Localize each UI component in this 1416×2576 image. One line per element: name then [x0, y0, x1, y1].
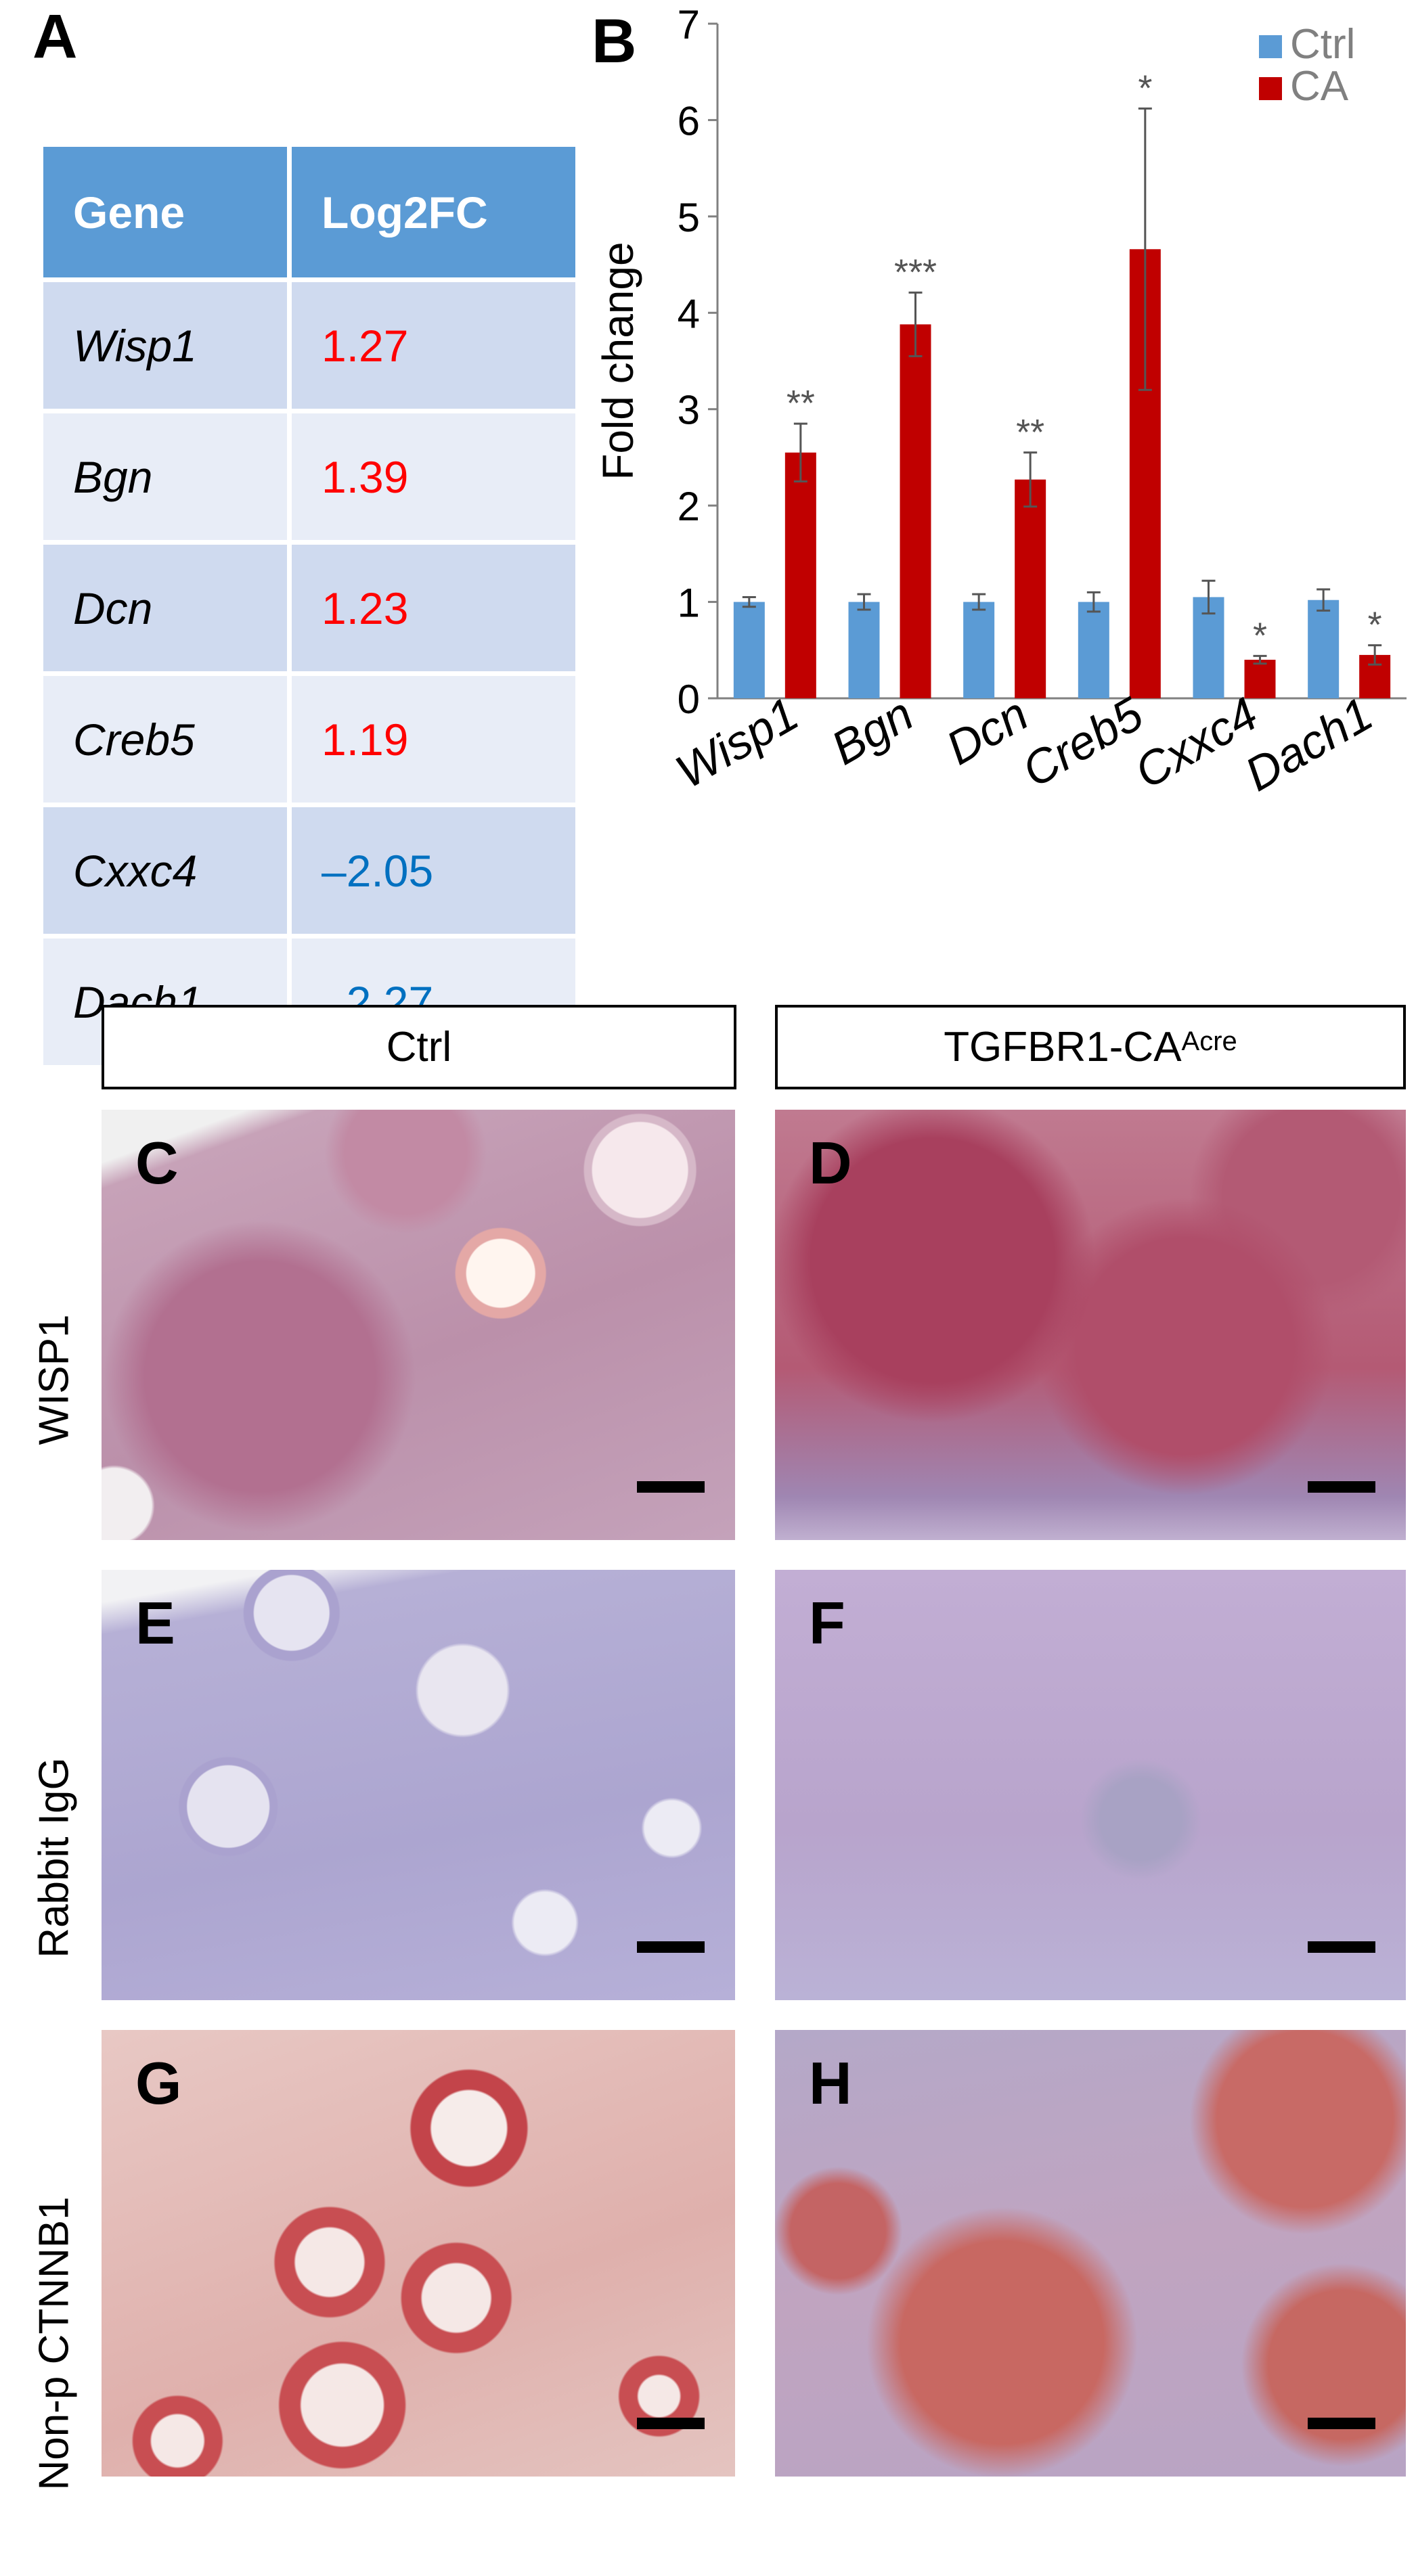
row-label-wisp1: WISP1: [30, 1314, 78, 1445]
col-header-ctrl-label: Ctrl: [386, 1024, 452, 1070]
panel-letter-e: E: [135, 1589, 175, 1656]
gene-name: Cxxc4: [43, 807, 287, 934]
col-header-tgfbr1-sup: Acre: [1181, 1026, 1237, 1056]
significance-label: **: [787, 383, 815, 424]
significance-label: *: [1368, 605, 1382, 646]
header-log2fc: Log2FC: [292, 147, 575, 277]
row-label-rabbit-igg: Rabbit IgG: [30, 1757, 78, 1958]
bar-ctrl: [848, 602, 880, 698]
significance-label: **: [1016, 412, 1044, 453]
significance-label: *: [1253, 615, 1267, 656]
y-tick-label: 2: [678, 484, 700, 529]
bar-ca: [1244, 660, 1276, 698]
gene-name: Creb5: [43, 676, 287, 803]
log2fc-value: –2.05: [292, 807, 575, 934]
table-header-row: Gene Log2FC: [43, 147, 575, 277]
table-row: Creb5 1.19: [43, 676, 575, 803]
legend-swatch-ca: [1259, 77, 1282, 100]
y-tick-label: 7: [678, 2, 700, 47]
col-header-tgfbr1-label: TGFBR1-CA: [944, 1024, 1182, 1070]
significance-label: *: [1138, 68, 1152, 108]
col-header-ctrl: Ctrl: [102, 1005, 736, 1089]
micrograph-e: E: [102, 1570, 735, 2000]
bar-ctrl: [963, 602, 995, 698]
panel-letter-a: A: [32, 2, 78, 71]
gene-table: Gene Log2FC Wisp1 1.27 Bgn 1.39 Dcn 1.23…: [39, 142, 580, 1070]
gene-name: Wisp1: [43, 282, 287, 409]
bar-ca: [784, 452, 816, 698]
panel-letter-h: H: [809, 2050, 852, 2117]
y-tick-label: 6: [678, 98, 700, 143]
log2fc-value: 1.19: [292, 676, 575, 803]
log2fc-value: 1.39: [292, 413, 575, 540]
panel-letter-g: G: [135, 2050, 182, 2117]
scale-bar: [637, 1941, 705, 1953]
y-tick-label: 3: [678, 388, 700, 433]
panel-letter-c: C: [135, 1129, 179, 1196]
x-category-label: Cxxc4: [1126, 687, 1266, 798]
table-row: Wisp1 1.27: [43, 282, 575, 409]
gene-name: Bgn: [43, 413, 287, 540]
y-tick-label: 5: [678, 195, 700, 240]
gene-name: Dcn: [43, 545, 287, 671]
x-category-label: Dach1: [1236, 687, 1381, 801]
micrograph-f: F: [775, 1570, 1406, 2000]
micrograph-c: C: [102, 1110, 735, 1540]
panel-letter-d: D: [809, 1129, 852, 1196]
y-tick-label: 0: [678, 677, 700, 722]
col-header-tgfbr1: TGFBR1-CA Acre: [775, 1005, 1406, 1089]
bar-ctrl: [1078, 602, 1109, 698]
bar-ctrl: [1308, 600, 1340, 698]
micrograph-d: D: [775, 1110, 1406, 1540]
bar-ctrl: [733, 602, 765, 698]
row-label-non-p-ctnnb1: Non-p CTNNB1: [30, 2196, 78, 2491]
bar-ca: [900, 324, 931, 698]
legend-swatch-ctrl: [1259, 35, 1282, 58]
table-row: Dcn 1.23: [43, 545, 575, 671]
panel-letter-b: B: [592, 7, 636, 76]
table-row: Cxxc4 –2.05: [43, 807, 575, 934]
legend-label-ca: CA: [1290, 63, 1349, 110]
y-axis-label: Fold change: [594, 242, 642, 480]
micrograph-h: H: [775, 2030, 1406, 2477]
header-gene: Gene: [43, 147, 287, 277]
significance-label: ***: [894, 252, 937, 292]
y-tick-label: 1: [678, 581, 700, 626]
y-tick-label: 4: [678, 291, 700, 336]
scale-bar: [637, 2418, 705, 2429]
x-category-label: Creb5: [1013, 687, 1152, 797]
scale-bar: [637, 1481, 705, 1493]
panel-letter-f: F: [809, 1589, 845, 1656]
legend-label-ctrl: Ctrl: [1290, 21, 1355, 68]
log2fc-value: 1.27: [292, 282, 575, 409]
scale-bar: [1308, 1941, 1375, 1953]
table-row: Bgn 1.39: [43, 413, 575, 540]
log2fc-value: 1.23: [292, 545, 575, 671]
x-category-label: Bgn: [822, 687, 922, 775]
scale-bar: [1308, 1481, 1375, 1493]
scale-bar: [1308, 2418, 1375, 2429]
bar-ca: [1015, 479, 1046, 698]
micrograph-g: G: [102, 2030, 735, 2477]
